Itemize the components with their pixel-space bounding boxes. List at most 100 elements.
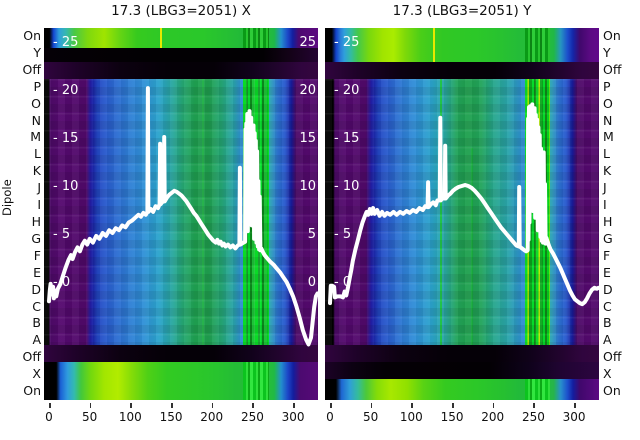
row-label: E (603, 264, 611, 280)
x-tick-label: 50 (82, 410, 98, 424)
x-tick-mark (452, 403, 454, 408)
inner-scale-label-left: - 25 (53, 34, 79, 50)
row-labels-right: On Y Off P O N M L K J I H G F E D C B A Off X On (602, 28, 640, 400)
row-label: C (32, 298, 41, 314)
row-label: H (31, 213, 41, 229)
x-tick-label: 250 (240, 410, 264, 424)
column-banding-overlay (44, 79, 318, 345)
band-row-off-bottom (44, 345, 318, 362)
x-tick-label: 150 (440, 410, 464, 424)
x-tick-label: 100 (399, 410, 423, 424)
x-tick-mark (411, 403, 413, 408)
row-label: N (603, 112, 613, 128)
inner-scale-label-left: - 25 (334, 34, 360, 50)
band-rows-on-y-top (325, 28, 599, 62)
row-label: J (37, 180, 41, 196)
row-label: G (31, 230, 41, 246)
row-label: M (30, 129, 41, 145)
x-tick-mark (130, 403, 132, 408)
x-tick-label: 300 (562, 410, 586, 424)
inner-scale-label-left: - 15 (53, 130, 79, 146)
inner-scale-label-right: 10 (299, 178, 316, 194)
row-label: K (603, 163, 612, 179)
accent-line (433, 28, 435, 62)
row-label: P (603, 78, 611, 94)
row-label: O (603, 95, 613, 111)
orbit-trace-svg (328, 102, 599, 307)
row-label: B (603, 315, 612, 331)
inner-scale-label-left: - 10 (334, 178, 360, 194)
burst-stripe-column (525, 379, 550, 400)
row-label: A (603, 332, 612, 348)
inner-scale-label-left: - 20 (334, 82, 360, 98)
inner-scale-label-left: - 20 (53, 82, 79, 98)
row-label: B (32, 315, 41, 331)
x-tick-label: 50 (363, 410, 379, 424)
x-tick-label: 0 (326, 410, 334, 424)
row-labels-left: On Y Off P O N M L K J I H G F E D C B A Off X On (0, 28, 41, 400)
row-label: C (603, 298, 612, 314)
x-tick-mark (171, 403, 173, 408)
row-banding-overlay (44, 79, 318, 345)
band-row-off-bottom (325, 345, 599, 362)
row-label: K (32, 163, 41, 179)
x-axis-right: 0 50 100 150 200 250 300 (325, 400, 599, 436)
row-label: F (603, 247, 611, 263)
row-label: A (32, 332, 41, 348)
row-label: On (603, 28, 621, 43)
inner-scale-label-right: 0 (307, 274, 316, 290)
row-label: On (23, 383, 41, 399)
row-label: N (31, 112, 41, 128)
panel-title-x: 17.3 (LBG3=2051) X (111, 3, 251, 19)
inner-scale-label-right: 20 (299, 82, 316, 98)
band-body (44, 79, 318, 345)
x-tick-mark (330, 403, 332, 408)
inner-scale-label-left: - 15 (334, 130, 360, 146)
row-label: Off (603, 349, 622, 365)
x-tick-mark (574, 403, 576, 408)
row-label: X (603, 366, 612, 382)
accent-line (471, 148, 473, 345)
row-label: H (603, 213, 613, 229)
row-label: Y (603, 44, 611, 60)
x-tick-label: 150 (159, 410, 183, 424)
row-label: G (603, 230, 613, 246)
heatmap-panel-x: - 25 25 - 20 20 - 15 15 - 10 10 - 5 5 - 0 0 (44, 28, 318, 400)
inner-scale-label-left: - 0 (53, 274, 71, 290)
x-tick-label: 100 (118, 410, 142, 424)
burst-stripe-column (525, 28, 550, 62)
x-tick-mark (533, 403, 535, 408)
x-tick-mark (211, 403, 214, 408)
inner-scale-label-right: 5 (307, 226, 316, 242)
x-tick-label: 300 (281, 410, 305, 424)
burst-stripe-column (242, 28, 269, 48)
x-tick-label: 200 (200, 410, 224, 424)
row-label: D (31, 281, 41, 297)
heatmap-panel-y: - 25- 20- 15- 10- 5- 0 (325, 28, 599, 400)
x-tick-mark (49, 403, 51, 408)
row-label: Off (603, 61, 622, 77)
row-label: J (603, 180, 607, 196)
inner-scale-label-right: 15 (299, 130, 316, 146)
row-label: O (31, 95, 41, 111)
row-label: On (603, 383, 621, 399)
band-row-off-top (44, 62, 318, 79)
row-label: Off (22, 61, 41, 77)
x-tick-label: 250 (521, 410, 545, 424)
orbit-trace-svg (47, 86, 318, 347)
burst-stripe-column (242, 362, 269, 400)
x-axis-left: 0 50 100 150 200 250 300 (44, 400, 318, 436)
x-tick-mark (293, 403, 295, 408)
row-label: F (33, 247, 41, 263)
inner-scale-label-left: - 5 (334, 226, 352, 242)
row-label: P (33, 78, 41, 94)
x-tick-label: 200 (481, 410, 505, 424)
inner-scale-label-left: - 10 (53, 178, 79, 194)
accent-line (202, 79, 204, 345)
row-label: I (603, 197, 607, 213)
inner-scale-label-right: 25 (299, 34, 316, 50)
row-label: Off (22, 349, 41, 365)
row-label: I (37, 197, 41, 213)
row-label: On (23, 28, 41, 43)
accent-line (440, 79, 442, 345)
